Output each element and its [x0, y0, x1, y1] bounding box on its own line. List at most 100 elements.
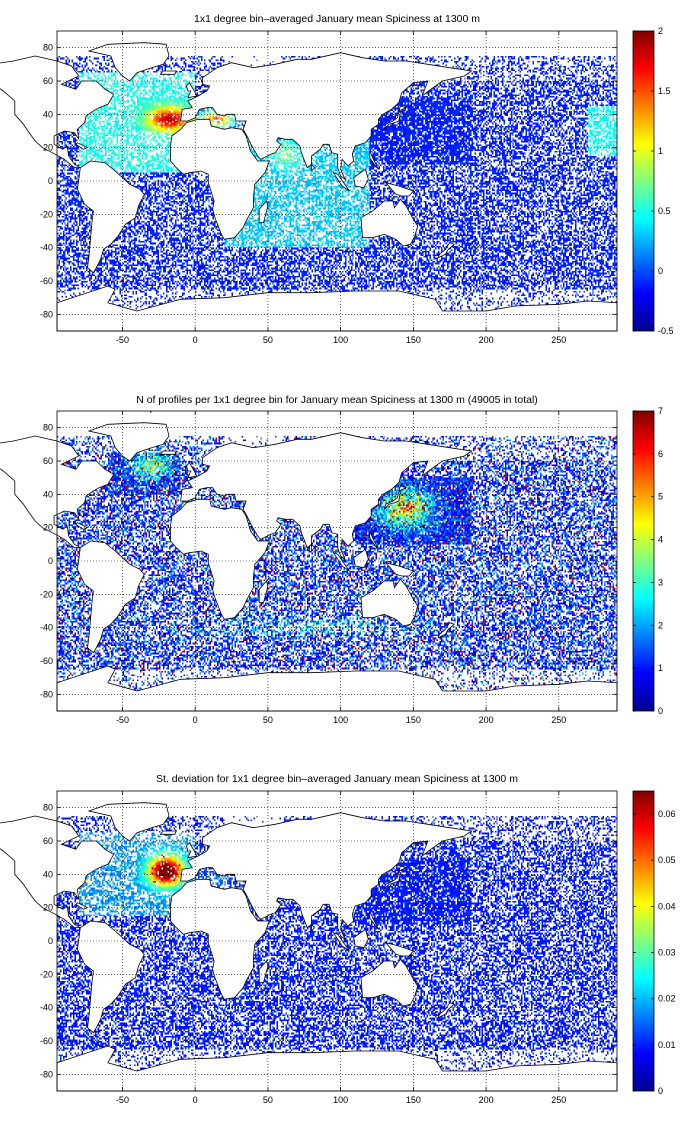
x-tick-label: 0	[193, 335, 198, 345]
coastline-sumatra	[332, 931, 350, 952]
coastline-eurasia	[180, 432, 473, 561]
coastline-africa	[170, 118, 270, 240]
y-tick-label: 20	[43, 523, 53, 533]
coastline-new-zealand	[437, 622, 455, 639]
coastline-new-guinea	[384, 561, 415, 577]
map-panel-3: St. deviation for 1x1 degree bin–average…	[0, 773, 676, 1105]
x-tick-label: -50	[116, 715, 129, 725]
colorbar-tick-label: 0.04	[658, 901, 676, 911]
y-tick-label: -40	[40, 623, 53, 633]
coastline-new-zealand	[437, 242, 455, 259]
colorbar-tick-label: 6	[658, 449, 663, 459]
coastline-madagascar	[258, 200, 269, 224]
coastline-philippines	[369, 150, 379, 170]
y-tick-label: -20	[40, 589, 53, 599]
coastline-borneo	[353, 928, 369, 949]
map-panel-2: N of profiles per 1x1 degree bin for Jan…	[0, 394, 663, 725]
colorbar-tick-label: 2	[658, 620, 663, 630]
y-tick-label: 20	[43, 903, 53, 913]
coastline-australia	[360, 578, 419, 627]
coastline-madagascar	[258, 580, 269, 604]
coastline-new-zealand	[437, 1002, 455, 1019]
x-tick-label: 200	[479, 1095, 494, 1105]
coastline-iceland	[159, 70, 177, 75]
coastline-greenland	[87, 422, 170, 462]
x-tick-label: -50	[116, 335, 129, 345]
y-tick-label: -60	[40, 656, 53, 666]
y-tick-label: 60	[43, 836, 53, 846]
x-tick-label: 250	[551, 1095, 566, 1105]
x-tick-label: 250	[551, 715, 566, 725]
y-tick-label: -60	[40, 1036, 53, 1046]
y-tick-label: -80	[40, 1069, 53, 1079]
colorbar-tick-label: 0	[658, 266, 663, 276]
coastline-greenland	[87, 802, 170, 842]
coastline-sri-lanka	[311, 543, 316, 553]
y-tick-label: 60	[43, 456, 53, 466]
coastline-antarctica	[56, 1045, 618, 1092]
colorbar: 0 0.01 0.02 0.03 0.04 0.05 0.06	[632, 790, 676, 1096]
coastline-uk	[186, 842, 198, 859]
coastline-uk	[186, 462, 198, 479]
colorbar-tick-label: 4	[658, 535, 663, 545]
coastline-new-guinea	[384, 181, 415, 197]
colorbar-tick-label: -0.5	[658, 326, 674, 336]
x-tick-label: 100	[333, 1095, 348, 1105]
colorbar-tick-label: 0.01	[658, 1040, 676, 1050]
x-tick-label: 150	[406, 715, 421, 725]
x-tick-label: -50	[116, 1095, 129, 1105]
coastline-philippines	[369, 910, 379, 930]
y-tick-label: -80	[40, 309, 53, 319]
coastline-south-america	[76, 540, 145, 654]
y-tick-label: -20	[40, 209, 53, 219]
coastline-japan	[383, 865, 408, 890]
coastline-philippines	[369, 530, 379, 550]
coastline-eurasia	[180, 52, 473, 181]
coastline-borneo	[353, 548, 369, 569]
coastline-australia	[360, 958, 419, 1007]
coastline-iceland	[159, 830, 177, 835]
coastline-south-america	[76, 160, 145, 274]
x-tick-label: 200	[479, 715, 494, 725]
x-tick-label: 100	[333, 335, 348, 345]
colorbar-tick-label: 1.5	[658, 86, 671, 96]
coastline-africa	[170, 878, 270, 1000]
colorbar: 0 1 2 3 4 5 6 7	[632, 406, 663, 716]
y-tick-label: -40	[40, 243, 53, 253]
y-tick-label: 40	[43, 109, 53, 119]
coastline-antarctica	[56, 285, 618, 332]
colorbar-gradient	[632, 410, 655, 712]
y-tick-label: 80	[43, 43, 53, 53]
colorbar-tick-label: 3	[658, 577, 663, 587]
coastline-sumatra	[332, 171, 350, 192]
colorbar-tick-label: 1	[658, 146, 663, 156]
y-tick-label: 40	[43, 869, 53, 879]
y-tick-label: -20	[40, 969, 53, 979]
colorbar-tick-label: 2	[658, 26, 663, 36]
coastline-iceland	[159, 450, 177, 455]
y-tick-label: 60	[43, 76, 53, 86]
coastline-borneo	[353, 168, 369, 189]
coastline-japan	[383, 105, 408, 130]
colorbar-tick-label: 0.06	[658, 809, 676, 819]
y-tick-label: 40	[43, 489, 53, 499]
colorbar-tick-label: 0.03	[658, 948, 676, 958]
colorbar-tick-label: 1	[658, 663, 663, 673]
y-tick-label: 80	[43, 803, 53, 813]
y-tick-label: -40	[40, 1003, 53, 1013]
y-tick-label: -80	[40, 689, 53, 699]
coastline-australia	[360, 198, 419, 247]
coastline-sumatra	[332, 551, 350, 572]
x-tick-label: 0	[193, 715, 198, 725]
coastline-new-guinea	[384, 941, 415, 957]
x-tick-label: 150	[406, 1095, 421, 1105]
coastline-antarctica	[56, 665, 618, 712]
y-tick-label: -60	[40, 276, 53, 286]
colorbar-tick-label: 7	[658, 406, 663, 416]
coastline-sri-lanka	[311, 163, 316, 173]
coastline-sri-lanka	[311, 923, 316, 933]
map-panel-1: 1x1 degree bin–averaged January mean Spi…	[0, 13, 674, 345]
panel-title: N of profiles per 1x1 degree bin for Jan…	[136, 394, 538, 406]
colorbar-tick-label: 0.05	[658, 855, 676, 865]
